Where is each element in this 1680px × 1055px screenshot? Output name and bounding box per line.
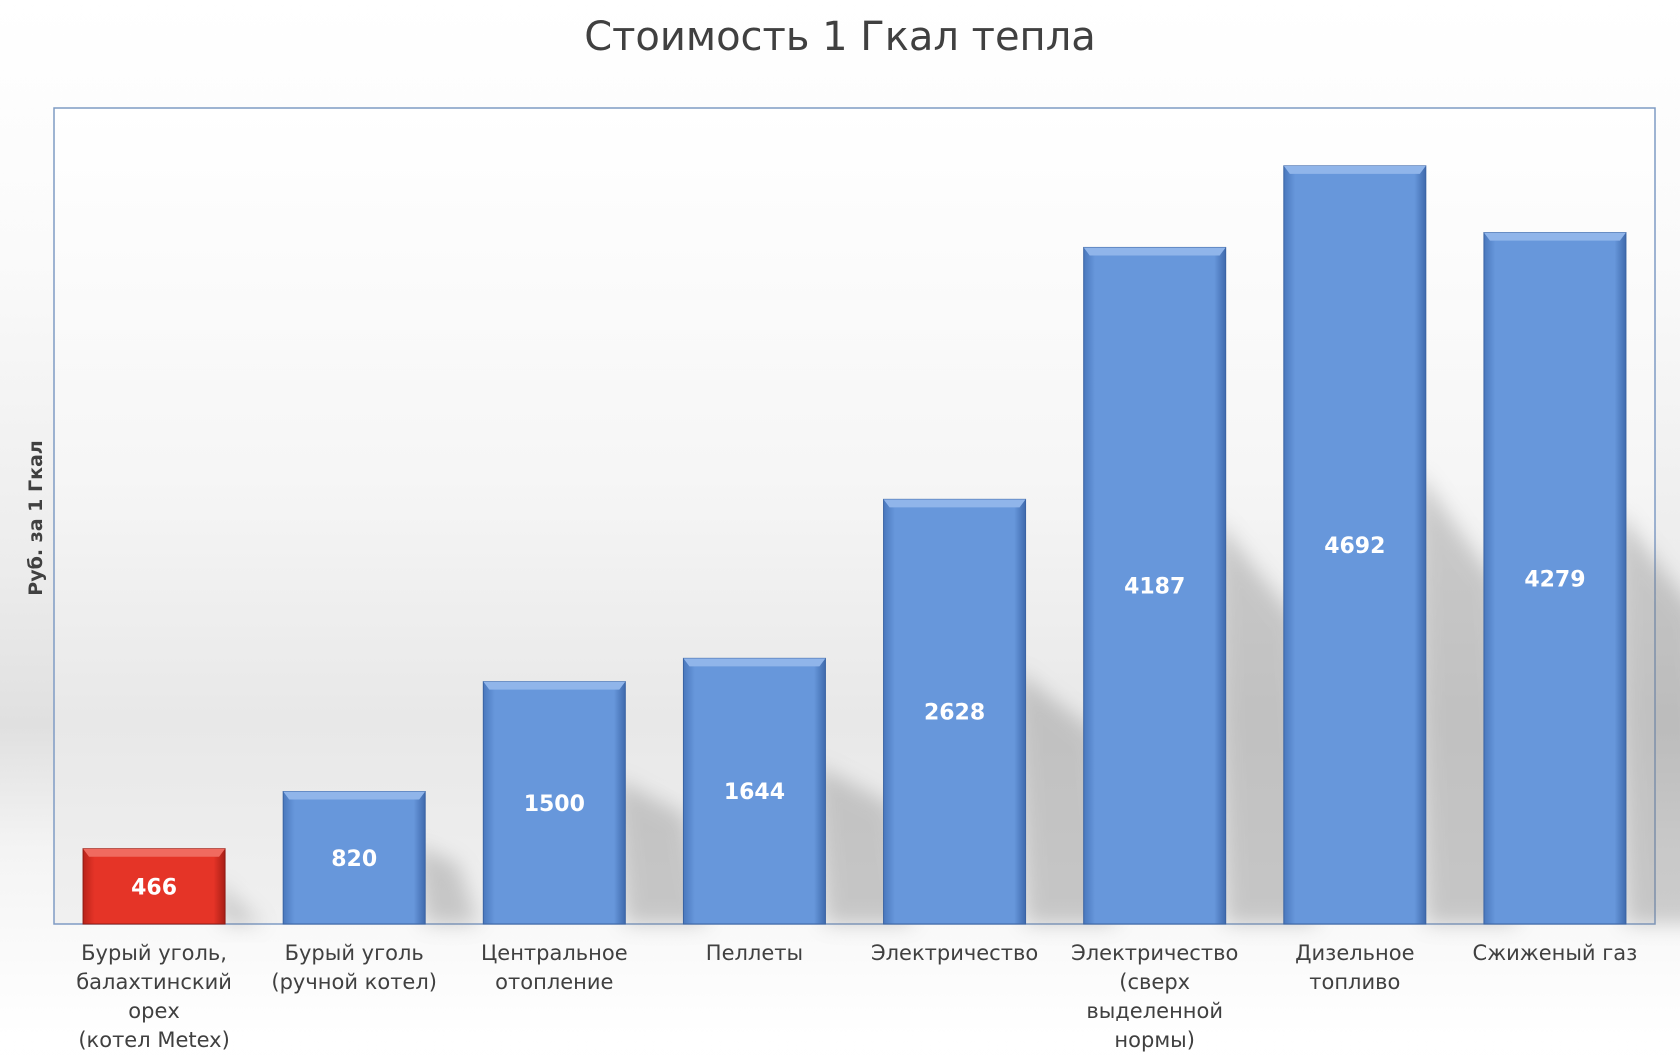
category-label: Пеллеты bbox=[705, 941, 804, 965]
bar bbox=[1283, 165, 1427, 925]
bar-bevel bbox=[1283, 165, 1426, 174]
data-label: 820 bbox=[331, 847, 377, 872]
data-label: 4692 bbox=[1324, 534, 1385, 559]
bar bbox=[682, 657, 826, 925]
bar-bevel bbox=[683, 658, 826, 667]
data-label: 4279 bbox=[1524, 567, 1585, 592]
data-label: 1644 bbox=[724, 780, 785, 805]
data-label: 1500 bbox=[524, 792, 585, 817]
category-label: Бурый уголь, балахтинский орех (котел Me… bbox=[76, 941, 232, 1052]
bar bbox=[482, 681, 626, 925]
bar-bevel bbox=[283, 791, 426, 800]
bar-bevel bbox=[1083, 247, 1226, 256]
bar bbox=[82, 848, 226, 925]
bar-bevel bbox=[883, 499, 1026, 508]
data-label: 466 bbox=[131, 875, 177, 900]
bar bbox=[883, 498, 1027, 925]
bar bbox=[1083, 246, 1227, 925]
bar-body bbox=[1283, 165, 1427, 925]
bar bbox=[1483, 232, 1627, 925]
bar-body bbox=[682, 657, 826, 925]
bar-bevel bbox=[83, 848, 226, 857]
bar-shadow bbox=[1615, 509, 1680, 924]
category-label: Бурый уголь (ручной котел) bbox=[271, 941, 437, 994]
bar-bevel bbox=[1483, 232, 1626, 241]
category-label: Электричество (сверх выделенной нормы) bbox=[1071, 941, 1239, 1052]
chart-title: Стоимость 1 Гкал тепла bbox=[584, 14, 1096, 60]
bar bbox=[282, 791, 426, 925]
category-label: Дизельное топливо bbox=[1295, 941, 1415, 994]
category-label: Электричество bbox=[870, 941, 1039, 965]
data-label: 2628 bbox=[924, 701, 985, 726]
bar-shadow bbox=[415, 844, 479, 924]
category-label: Центральное отопление bbox=[480, 941, 628, 994]
bar-bevel bbox=[483, 681, 626, 690]
bar-body bbox=[482, 681, 626, 925]
data-label: 4187 bbox=[1124, 575, 1185, 600]
bar-body bbox=[1083, 246, 1227, 925]
category-label: Сжиженый газ bbox=[1472, 941, 1638, 965]
bar-shadow bbox=[215, 878, 264, 924]
bar-body bbox=[1483, 232, 1627, 925]
